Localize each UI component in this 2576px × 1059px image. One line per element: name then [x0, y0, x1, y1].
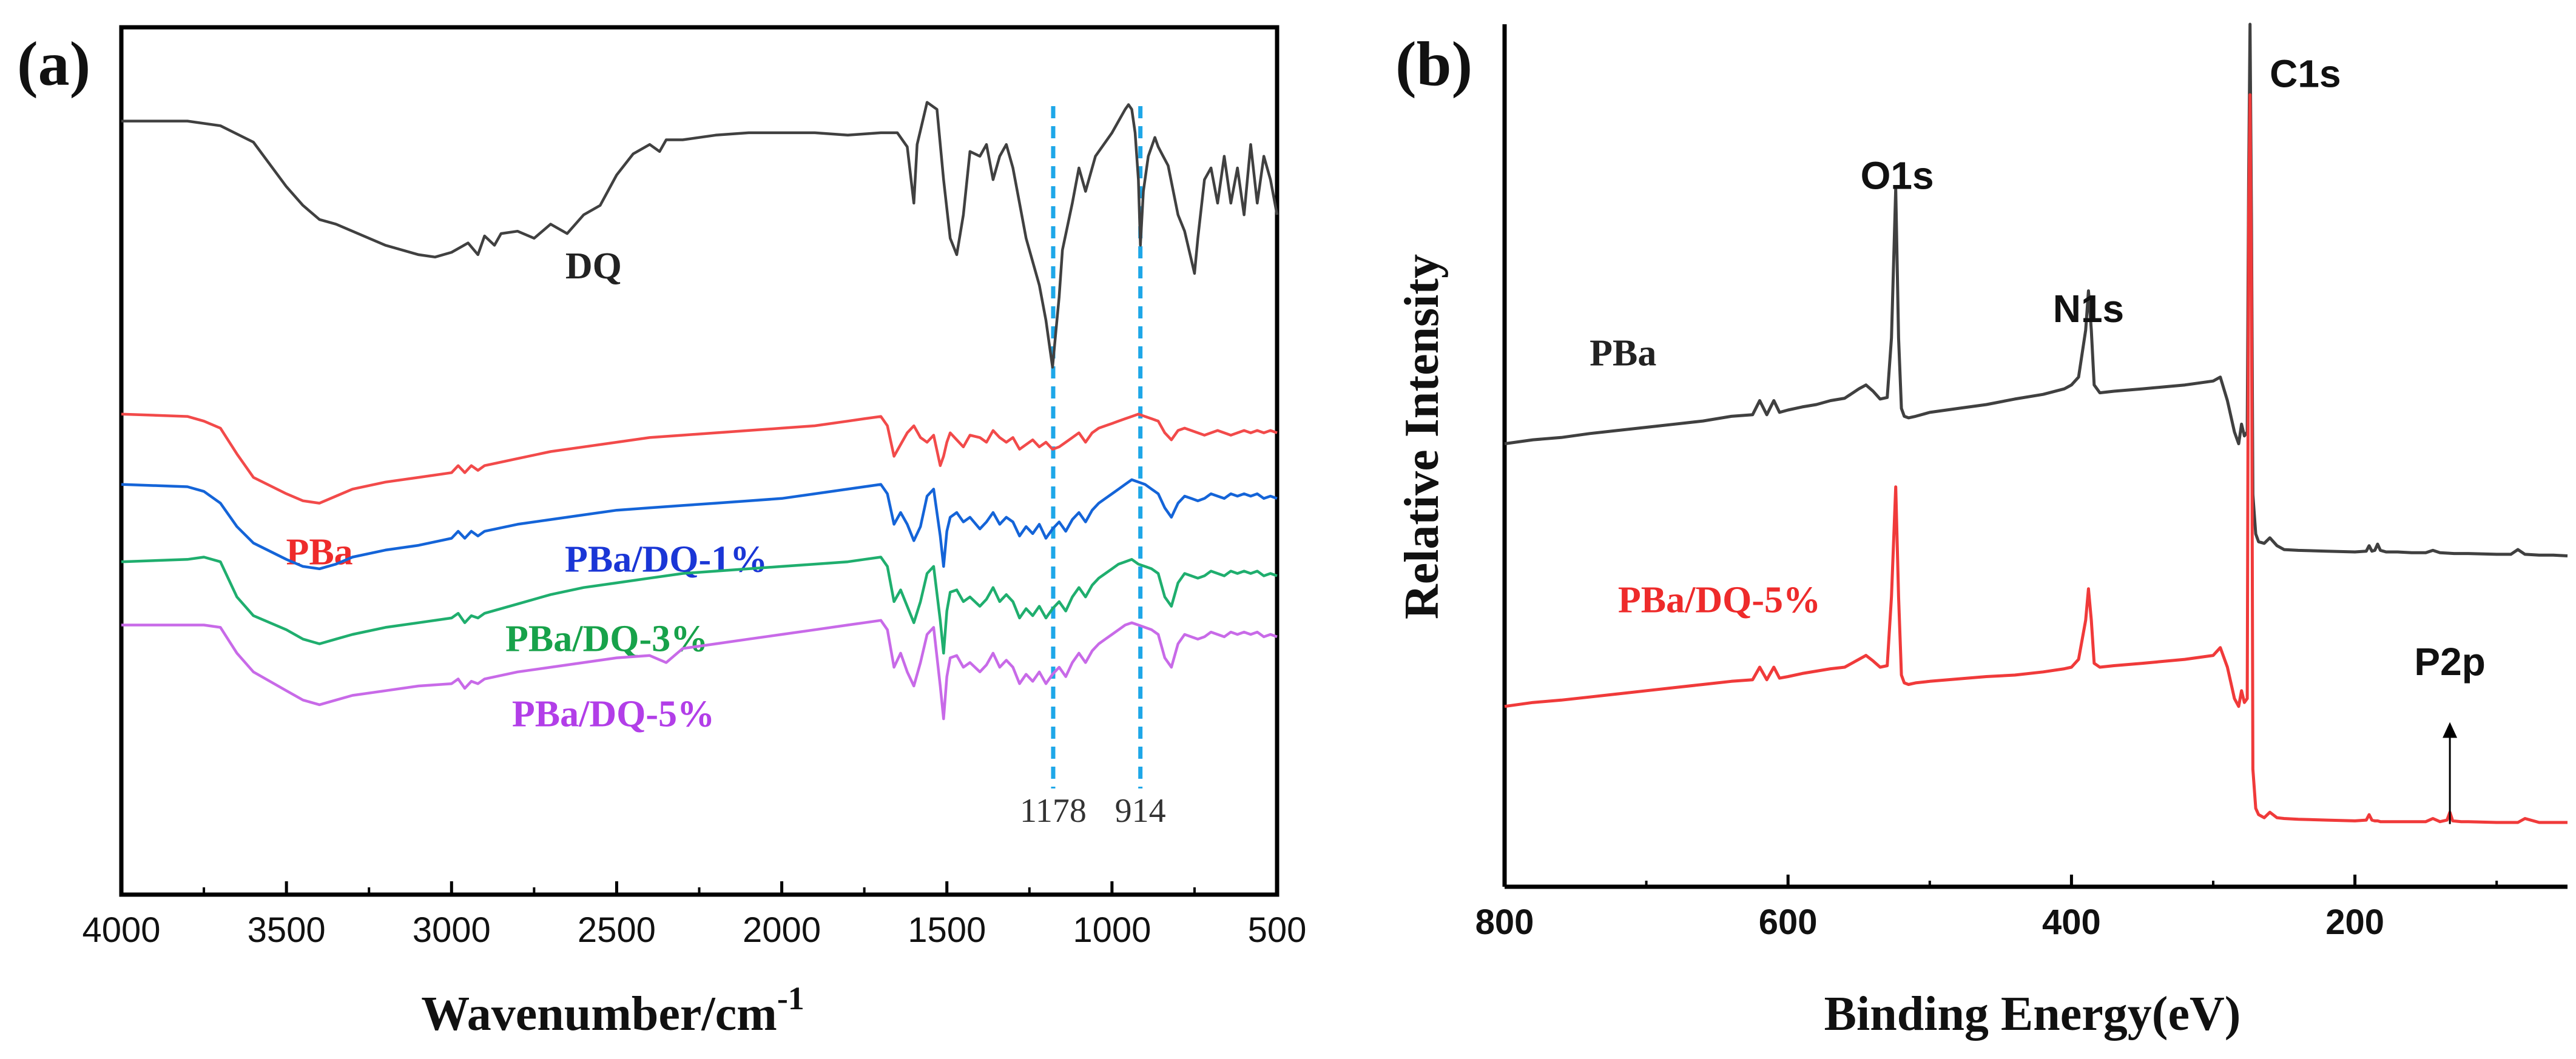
panel-a: 1178 914 DQ PBa PBa/DQ-1% PBa/DQ-3% PBa/DQ-5%… — [82, 25, 1306, 1041]
series-label-pba-dq-5: PBa/DQ-5% — [1618, 580, 1821, 621]
peak-label-c1s: C1s — [2270, 52, 2341, 95]
p2p-arrow-head — [2443, 722, 2458, 738]
panel-b-y-axis-title: Relative Intensity — [1395, 254, 1449, 619]
panel-a-reference-lines: 1178 914 — [1020, 106, 1166, 830]
x-tick-label-1000: 1000 — [1073, 910, 1151, 950]
x-tick-label-1500: 1500 — [908, 910, 986, 950]
panel-a-frame — [119, 25, 1280, 897]
series-line-pba-dq-3 — [121, 556, 1278, 655]
panel-a-xlabel-text: Wavenumber/cm — [421, 987, 777, 1041]
series-label-pba-dq-5: PBa/DQ-5% — [512, 693, 715, 735]
reference-label-1178: 1178 — [1020, 792, 1087, 830]
panel-a-x-ticks: 4000 3500 3000 2500 2000 1500 1000 500 — [82, 881, 1306, 950]
panel-b-label: (b) — [1395, 29, 1472, 99]
series-label-pba: PBa — [1590, 332, 1656, 374]
x-tick-label-3000: 3000 — [413, 910, 491, 950]
series-line-pba-dq-5 — [121, 619, 1278, 721]
panel-b-series: PBa PBa/DQ-5% — [1504, 22, 2568, 824]
peak-label-n1s: N1s — [2053, 287, 2124, 331]
x-tick-label-800: 800 — [1475, 903, 1534, 942]
x-tick-label-200: 200 — [2325, 903, 2384, 942]
peak-label-p2p: P2p — [2414, 640, 2485, 684]
x-tick-label-2500: 2500 — [578, 910, 656, 950]
panel-b-peak-labels: O1s N1s C1s P2p — [1861, 52, 2486, 824]
x-tick-label-4000: 4000 — [82, 910, 160, 950]
panel-a-xlabel-sup: -1 — [777, 980, 804, 1017]
panel-b-x-ticks: 800 600 400 200 — [1475, 875, 2498, 942]
series-line-pba-dq-1 — [121, 478, 1278, 571]
series-label-pba-dq-1: PBa/DQ-1% — [565, 539, 767, 580]
x-tick-label-2000: 2000 — [743, 910, 821, 950]
x-tick-label-500: 500 — [1248, 910, 1307, 950]
reference-label-914: 914 — [1115, 792, 1166, 830]
panel-a-label: (a) — [17, 29, 90, 99]
series-label-pba: PBa — [286, 532, 352, 573]
series-line-pba — [1504, 22, 2568, 557]
peak-label-o1s: O1s — [1861, 153, 1934, 197]
panel-a-series: DQ PBa PBa/DQ-1% PBa/DQ-3% PBa/DQ-5% — [121, 101, 1279, 735]
series-line-pba — [121, 412, 1278, 505]
series-label-dq: DQ — [565, 246, 622, 287]
series-line-dq — [121, 101, 1279, 369]
panel-b: PBa PBa/DQ-5% 800 600 400 200 O1s N1s C1s P2p B… — [1395, 22, 2568, 1041]
series-line-pba-dq-5 — [1504, 93, 2568, 824]
x-tick-label-400: 400 — [2042, 903, 2101, 942]
x-tick-label-600: 600 — [1759, 903, 1818, 942]
panel-b-x-axis-title: Binding Energy(eV) — [1824, 987, 2241, 1041]
x-tick-label-3500: 3500 — [248, 910, 326, 950]
series-label-pba-dq-3: PBa/DQ-3% — [505, 619, 708, 660]
panel-a-x-axis-title: Wavenumber/cm-1 — [421, 980, 804, 1041]
